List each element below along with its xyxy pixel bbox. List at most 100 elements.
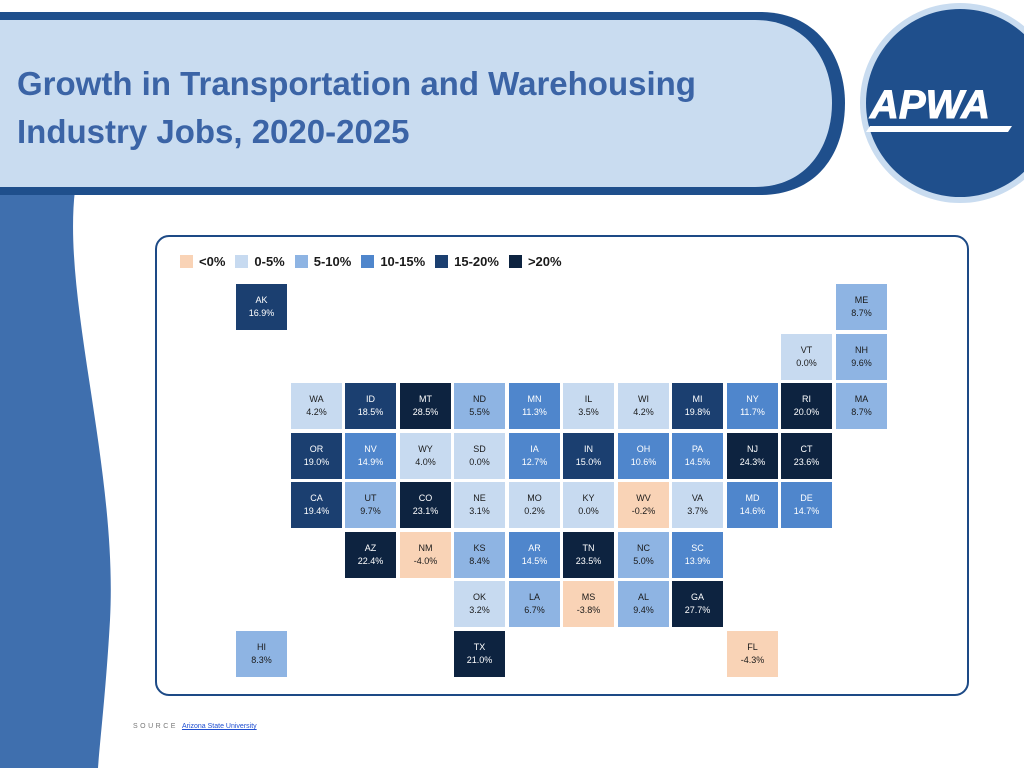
title-line-2: Industry Jobs, 2020-2025 [17,113,410,150]
map-frame [155,235,969,696]
state-value: 15.0% [575,457,602,467]
state-abbr: NM [418,543,433,553]
state-abbr: TN [582,543,595,553]
state-value: 0.0% [578,506,599,516]
state-tile-id: ID 18.5% [345,383,396,429]
state-value: -3.8% [576,605,601,615]
state-tile-ca: CA 19.4% [291,482,342,528]
state-tile-la: LA 6.7% [509,581,560,627]
state-tile-wa: WA 4.2% [291,383,342,429]
legend-item: 15-20% [435,254,499,269]
state-abbr: NH [855,345,868,355]
state-abbr: DE [800,493,813,503]
state-tile-tx: TX 21.0% [454,631,505,677]
state-abbr: PA [691,444,704,454]
title-line-1: Growth in Transportation and Warehousing [17,65,696,102]
legend-item: >20% [508,254,562,269]
state-tile-tn: TN 23.5% [563,532,614,578]
state-value: 8.4% [469,556,490,566]
state-tile-il: IL 3.5% [563,383,614,429]
state-abbr: SC [691,543,704,553]
state-value: 9.7% [360,506,381,516]
state-value: 3.7% [687,506,708,516]
state-abbr: NC [637,543,650,553]
state-tile-ut: UT 9.7% [345,482,396,528]
state-abbr: AK [255,295,268,305]
state-abbr: MN [527,394,542,404]
state-abbr: MT [419,394,432,404]
state-tile-nj: NJ 24.3% [727,433,778,479]
state-value: 18.5% [357,407,384,417]
left-swoosh [0,190,111,768]
state-abbr: WY [418,444,433,454]
state-value: 4.2% [306,407,327,417]
state-value: 5.0% [633,556,654,566]
legend-item: 10-15% [361,254,425,269]
state-tile-ky: KY 0.0% [563,482,614,528]
state-tile-nv: NV 14.9% [345,433,396,479]
legend-item: 5-10% [294,254,351,269]
state-tile-ks: KS 8.4% [454,532,505,578]
header-band [0,20,832,187]
state-tile-ok: OK 3.2% [454,581,505,627]
state-abbr: CO [418,493,433,503]
state-abbr: NV [364,444,377,454]
state-value: 6.7% [524,605,545,615]
state-abbr: LA [528,592,540,602]
state-tile-co: CO 23.1% [400,482,451,528]
state-abbr: IA [530,444,539,454]
legend: <0% 0-5% 5-10% 10-15% 15-20% >20% [180,252,572,270]
state-abbr: VA [691,493,704,503]
state-abbr: WI [638,394,649,404]
state-abbr: FL [747,642,758,652]
state-value: 11.7% [740,407,765,417]
legend-swatch [508,254,522,268]
state-abbr: AR [528,543,541,553]
state-tile-ga: GA 27.7% [672,581,723,627]
state-abbr: MD [745,493,760,503]
state-abbr: NY [746,394,759,404]
state-tile-nh: NH 9.6% [836,334,887,380]
state-value: 0.0% [469,457,490,467]
state-abbr: AL [637,592,649,602]
state-value: 19.4% [303,506,330,516]
legend-swatch [294,254,308,268]
state-abbr: GA [690,592,704,602]
state-tile-ar: AR 14.5% [509,532,560,578]
state-value: 9.4% [633,605,654,615]
logo-underline [866,126,1012,132]
state-tile-oh: OH 10.6% [618,433,669,479]
state-abbr: HI [257,642,266,652]
state-tile-or: OR 19.0% [291,433,342,479]
state-tile-hi: HI 8.3% [236,631,287,677]
state-abbr: ID [366,394,375,404]
state-abbr: IN [584,444,593,454]
state-abbr: OH [636,444,651,454]
legend-label: 10-15% [380,253,426,269]
state-abbr: OK [472,592,486,602]
state-value: 14.9% [357,457,384,467]
state-abbr: VT [800,345,813,355]
state-value: -4.0% [413,556,438,566]
state-value: 21.0% [466,655,493,665]
state-abbr: CT [800,444,813,454]
source-link[interactable]: Arizona State University [181,723,257,730]
state-tile-ma: MA 8.7% [836,383,887,429]
state-abbr: UT [364,493,377,503]
page-title: Growth in Transportation and Warehousing… [17,60,777,156]
state-value: 0.0% [796,358,817,368]
state-value: 11.3% [522,407,547,417]
state-tile-nm: NM -4.0% [400,532,451,578]
state-abbr: ME [854,295,869,305]
apwa-logo-text: APWA [869,83,990,127]
apwa-logo: APWA [866,83,1012,132]
state-abbr: KY [582,493,595,503]
state-value: 23.1% [412,506,439,516]
state-value: 14.5% [521,556,548,566]
state-tile-sd: SD 0.0% [454,433,505,479]
state-value: 4.2% [633,407,654,417]
state-abbr: KS [473,543,486,553]
state-value: -0.2% [631,506,656,516]
state-tile-ny: NY 11.7% [727,383,778,429]
